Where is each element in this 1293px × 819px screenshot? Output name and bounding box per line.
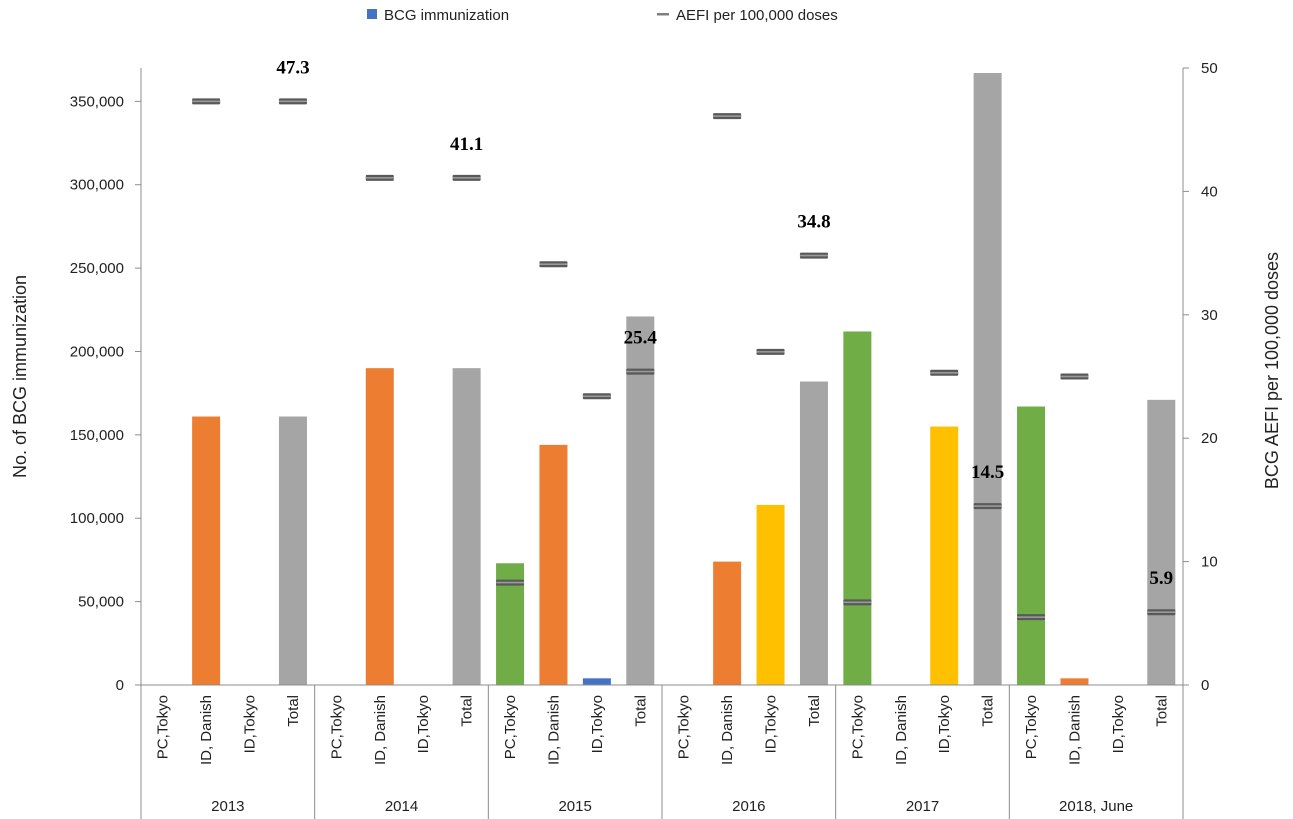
- bar: [713, 561, 742, 685]
- left-tick-label: 150,000: [70, 427, 124, 444]
- category-label: ID, Danish: [372, 695, 389, 765]
- bar: [799, 381, 828, 685]
- aefi-marker-highlight: [278, 100, 307, 103]
- category-label: ID,Tokyo: [242, 695, 259, 753]
- right-tick-label: 0: [1201, 677, 1209, 694]
- right-tick-label: 30: [1201, 307, 1218, 324]
- legend-label: AEFI per 100,000 doses: [676, 7, 838, 24]
- right-tick-label: 10: [1201, 554, 1218, 571]
- left-tick-label: 250,000: [70, 260, 124, 277]
- bar: [626, 316, 655, 685]
- category-label: ID, Danish: [893, 695, 910, 765]
- category-label: Total: [632, 695, 649, 727]
- aefi-marker-highlight: [1060, 375, 1089, 378]
- year-label: 2018, June: [1059, 798, 1133, 815]
- left-tick-label: 200,000: [70, 343, 124, 360]
- bar: [930, 426, 959, 685]
- left-tick-label: 0: [116, 677, 124, 694]
- category-label: PC,Tokyo: [1023, 695, 1040, 759]
- left-axis-title: No. of BCG immunization: [10, 275, 30, 478]
- bar: [1147, 399, 1176, 685]
- category-label: ID, Danish: [719, 695, 736, 765]
- aefi-marker-highlight: [365, 177, 394, 179]
- aefi-data-label: 34.8: [797, 212, 830, 233]
- year-label: 2013: [211, 798, 244, 815]
- bars-layer: [192, 73, 1176, 686]
- category-label: PC,Tokyo: [676, 695, 693, 759]
- aefi-marker-highlight: [973, 505, 1002, 507]
- category-label: Total: [806, 695, 823, 727]
- aefi-marker-highlight: [930, 371, 959, 374]
- aefi-marker-highlight: [452, 177, 481, 179]
- category-label: Total: [980, 695, 997, 727]
- aefi-marker-highlight: [582, 395, 611, 398]
- left-tick-label: 50,000: [78, 594, 124, 611]
- aefi-marker-highlight: [192, 100, 221, 103]
- left-tick-label: 300,000: [70, 177, 124, 194]
- bar: [756, 504, 785, 685]
- year-label: 2015: [558, 798, 591, 815]
- category-label: Total: [285, 695, 302, 727]
- category-label: PC,Tokyo: [155, 695, 172, 759]
- right-tick-label: 40: [1201, 183, 1218, 200]
- right-tick-label: 50: [1201, 60, 1218, 77]
- aefi-marker-highlight: [496, 581, 525, 584]
- bar: [192, 416, 221, 685]
- left-tick-label: 350,000: [70, 93, 124, 110]
- bar: [452, 368, 481, 685]
- legend: BCG immunization AEFI per 100,000 doses: [367, 7, 838, 24]
- category-label: ID,Tokyo: [589, 695, 606, 753]
- category-label: Total: [459, 695, 476, 727]
- aefi-data-label: 41.1: [450, 134, 483, 155]
- left-tick-label: 100,000: [70, 510, 124, 527]
- year-label: 2017: [906, 798, 939, 815]
- category-label: ID,Tokyo: [763, 695, 780, 753]
- aefi-marker-highlight: [756, 351, 785, 353]
- aefi-data-label: 14.5: [971, 462, 1004, 483]
- category-label: PC,Tokyo: [849, 695, 866, 759]
- aefi-data-label: 25.4: [624, 328, 658, 349]
- aefi-marker-highlight: [539, 263, 568, 266]
- category-label: ID, Danish: [1066, 695, 1083, 765]
- bar: [1017, 406, 1046, 685]
- bar: [843, 331, 872, 685]
- aefi-marker-highlight: [626, 370, 655, 373]
- aefi-marker-highlight: [1147, 611, 1176, 613]
- right-tick-label: 20: [1201, 430, 1218, 447]
- axes-layer: 0 50,000 100,000 150,000 200,000 250,000 300,0…: [10, 60, 1282, 819]
- legend-label: BCG immunization: [384, 7, 509, 24]
- category-label: PC,Tokyo: [502, 695, 519, 759]
- bar: [539, 444, 568, 685]
- category-label: ID,Tokyo: [936, 695, 953, 753]
- aefi-marker-highlight: [799, 254, 828, 257]
- category-label: ID,Tokyo: [415, 695, 432, 753]
- bar: [973, 73, 1002, 686]
- year-label: 2016: [732, 798, 765, 815]
- category-label: ID,Tokyo: [1110, 695, 1127, 753]
- aefi-markers-layer: [192, 98, 1176, 621]
- bar: [278, 416, 307, 685]
- category-label: ID, Danish: [545, 695, 562, 765]
- bar: [1060, 678, 1089, 685]
- aefi-marker-highlight: [843, 601, 872, 604]
- aefi-data-label: 5.9: [1149, 568, 1173, 589]
- aefi-data-label: 47.3: [276, 57, 309, 78]
- legend-swatch-bcg: [367, 9, 377, 19]
- aefi-marker-highlight: [1017, 616, 1046, 618]
- year-label: 2014: [385, 798, 418, 815]
- bar: [365, 368, 394, 685]
- aefi-marker-highlight: [713, 115, 742, 117]
- category-label: ID, Danish: [198, 695, 215, 765]
- right-axis-title: BCG AEFI per 100,000 doses: [1262, 252, 1282, 489]
- legend-swatch-aefi: [657, 13, 669, 16]
- category-label: Total: [1153, 695, 1170, 727]
- category-label: PC,Tokyo: [328, 695, 345, 759]
- data-labels-layer: 47.3 41.1 25.4 34.8 14.5 5.9: [276, 57, 1173, 589]
- bar: [582, 678, 611, 685]
